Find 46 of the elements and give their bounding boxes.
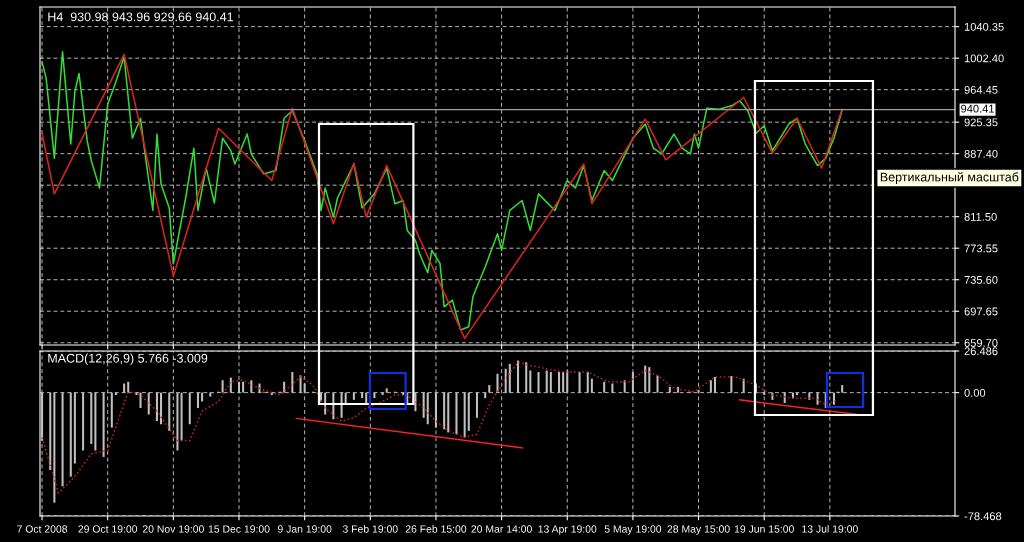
x-tick-label: 5 May 19:00: [604, 525, 662, 535]
bar: [155, 392, 158, 422]
y-tick-label: 811.50: [964, 212, 997, 221]
bar: [484, 392, 487, 399]
x-tick-label: 13 Jul 19:00: [802, 525, 858, 533]
bar: [110, 392, 113, 428]
x-tick-label: 15 Dec 19:00: [208, 525, 270, 533]
x-tick-label: 20 Mar 14:00: [471, 525, 532, 533]
y-tick-label: 26.486: [964, 347, 998, 356]
x-tick-label: 19 Jun 15:00: [734, 525, 794, 533]
bar: [53, 392, 56, 503]
x-tick-label: 26 Feb 15:00: [405, 525, 467, 533]
bar: [549, 372, 552, 393]
y-tick-label: 697.65: [964, 307, 998, 316]
x-tick-label: 20 Nov 19:00: [142, 525, 204, 533]
bar: [496, 373, 499, 393]
x-tick-label: 28 May 15:00: [667, 525, 730, 535]
x-tick-label: 3 Feb 19:00: [342, 525, 398, 533]
y-tick-label: -78.468: [964, 512, 1002, 521]
bar: [82, 392, 85, 451]
ref-line-label: 940.41: [961, 104, 994, 113]
bar: [816, 392, 819, 405]
x-tick-label: 7 Oct 2008: [17, 525, 68, 533]
y-tick-label: 0.00: [964, 388, 986, 397]
bar: [299, 375, 302, 393]
y-tick-label: 1040.35: [964, 22, 1004, 31]
x-tick-label: 9 Jan 19:00: [277, 525, 332, 533]
y-tick-label: 1002.40: [964, 54, 1004, 63]
bar: [361, 392, 364, 399]
bar: [209, 392, 212, 397]
bar: [160, 392, 163, 425]
bar: [127, 381, 130, 393]
x-tick-label: 13 Apr 19:00: [538, 525, 597, 535]
y-tick-label: 925.35: [964, 118, 998, 127]
chart-title: MACD(12,26,9) 5.766 -3.009: [48, 353, 208, 366]
bar: [648, 367, 651, 393]
y-tick-label: 964.45: [964, 85, 998, 94]
bar: [61, 392, 64, 487]
chart-title: H4 930.98 943.96 929.66 940.41: [48, 12, 233, 22]
y-tick-label: 773.55: [964, 244, 998, 253]
y-tick-label: 735.60: [964, 275, 998, 284]
annotation: Вертикальный масштаб: [880, 172, 1019, 184]
y-tick-label: 887.40: [964, 149, 998, 158]
x-tick-label: 29 Oct 19:00: [78, 525, 138, 533]
y-tick-label: 659.70: [964, 339, 998, 347]
bar: [463, 392, 466, 438]
